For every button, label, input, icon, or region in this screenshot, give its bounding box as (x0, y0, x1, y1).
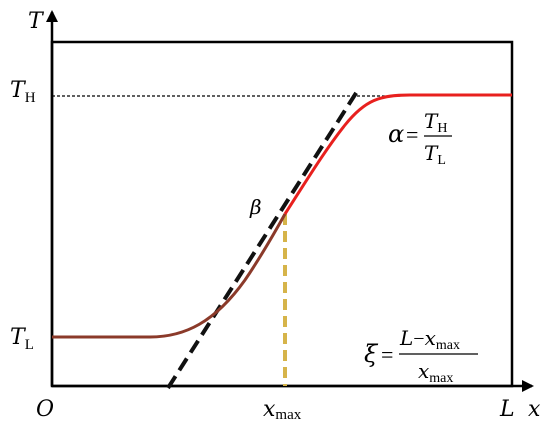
x-end-label: L (499, 397, 515, 422)
xi-symbol: ξ (364, 340, 379, 368)
origin-label: O (36, 397, 54, 422)
y-axis-label: T (28, 9, 45, 34)
profile-curve-upper (283, 93, 512, 215)
xi-numerator: L−xmax (399, 326, 460, 353)
alpha-numerator: TH (424, 109, 447, 136)
tangent-line (166, 88, 360, 390)
low-level-label: TL (10, 325, 34, 353)
alpha-denominator: TL (424, 141, 446, 168)
high-level-label: TH (10, 78, 36, 106)
xi-equals: = (381, 342, 393, 367)
alpha-formula: α = TH TL (388, 109, 452, 168)
alpha-symbol: α (388, 120, 404, 148)
x-axis-label: x (528, 397, 541, 422)
x-max-label: xmax (263, 397, 302, 423)
angle-label: β (249, 195, 262, 219)
xi-denominator: xmax (418, 359, 453, 386)
profile-curve-lower (52, 213, 287, 339)
alpha-equals: = (406, 122, 418, 147)
xi-formula: ξ = L−xmax xmax (364, 326, 478, 386)
